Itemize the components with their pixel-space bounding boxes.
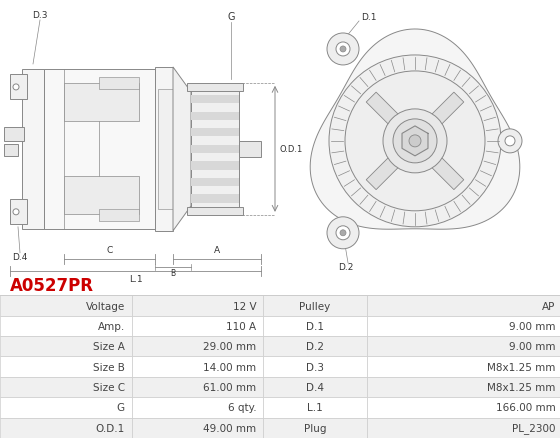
Text: C: C	[106, 245, 113, 254]
Circle shape	[340, 47, 346, 53]
Bar	[191, 162, 239, 170]
Text: L.1: L.1	[129, 274, 142, 283]
Circle shape	[393, 120, 437, 163]
Circle shape	[336, 226, 350, 240]
Text: B: B	[170, 268, 176, 277]
Circle shape	[327, 217, 359, 249]
Text: D.4: D.4	[306, 382, 324, 392]
Polygon shape	[366, 151, 406, 190]
Bar	[22, 70, 44, 229]
Text: 49.00 mm: 49.00 mm	[203, 423, 256, 433]
Polygon shape	[424, 151, 464, 190]
Text: D.3: D.3	[32, 11, 48, 20]
Text: Pulley: Pulley	[300, 301, 330, 311]
Text: 9.00 mm: 9.00 mm	[509, 342, 556, 351]
Text: M8x1.25 mm: M8x1.25 mm	[487, 382, 556, 392]
Bar	[10, 199, 27, 224]
Circle shape	[329, 56, 501, 227]
Text: 110 A: 110 A	[226, 321, 256, 331]
Bar	[191, 178, 239, 187]
Text: D.3: D.3	[306, 362, 324, 372]
Text: D.1: D.1	[361, 13, 376, 22]
Polygon shape	[173, 68, 191, 231]
Bar	[158, 90, 173, 209]
Text: Plug: Plug	[304, 423, 326, 433]
Bar	[4, 145, 18, 156]
Text: Size A: Size A	[93, 342, 125, 351]
Polygon shape	[424, 93, 464, 132]
Circle shape	[383, 110, 447, 173]
Bar	[64, 84, 139, 122]
Bar	[191, 195, 239, 203]
Text: A: A	[214, 245, 220, 254]
Text: Voltage: Voltage	[86, 301, 125, 311]
Bar	[44, 70, 155, 229]
Text: 12 V: 12 V	[233, 301, 256, 311]
Text: A0527PR: A0527PR	[10, 277, 94, 295]
Text: O.D.1: O.D.1	[279, 145, 302, 154]
Bar	[10, 75, 27, 100]
Polygon shape	[402, 127, 428, 156]
Text: Size C: Size C	[93, 382, 125, 392]
Bar	[191, 88, 239, 211]
Text: AP: AP	[542, 301, 556, 311]
Bar	[191, 145, 239, 154]
Bar	[99, 78, 139, 90]
Bar	[4, 127, 24, 141]
Bar	[64, 177, 139, 214]
Text: PL_2300: PL_2300	[512, 422, 556, 433]
Text: D.1: D.1	[306, 321, 324, 331]
Text: M8x1.25 mm: M8x1.25 mm	[487, 362, 556, 372]
Bar	[187, 84, 243, 92]
Circle shape	[13, 85, 19, 91]
Circle shape	[498, 130, 522, 153]
Circle shape	[345, 72, 485, 211]
Text: 166.00 mm: 166.00 mm	[496, 403, 556, 413]
Text: 9.00 mm: 9.00 mm	[509, 321, 556, 331]
Polygon shape	[310, 30, 520, 230]
Text: D.4: D.4	[12, 252, 27, 261]
Text: 29.00 mm: 29.00 mm	[203, 342, 256, 351]
Bar	[155, 68, 173, 231]
Text: G: G	[116, 403, 125, 413]
Text: Size B: Size B	[93, 362, 125, 372]
Polygon shape	[366, 93, 406, 132]
Circle shape	[505, 137, 515, 147]
Bar	[239, 141, 261, 158]
Text: G: G	[227, 12, 235, 22]
Text: D.2: D.2	[306, 342, 324, 351]
Text: 6 qty.: 6 qty.	[228, 403, 256, 413]
Circle shape	[409, 136, 421, 148]
Bar	[191, 129, 239, 137]
Bar	[99, 209, 139, 221]
Bar	[187, 207, 243, 215]
Bar	[191, 113, 239, 121]
Text: 14.00 mm: 14.00 mm	[203, 362, 256, 372]
Text: O.D.1: O.D.1	[96, 423, 125, 433]
Text: L.1: L.1	[307, 403, 323, 413]
Circle shape	[13, 209, 19, 215]
Text: Amp.: Amp.	[97, 321, 125, 331]
Circle shape	[327, 34, 359, 66]
Bar	[191, 96, 239, 104]
Circle shape	[340, 230, 346, 236]
Text: D.2: D.2	[338, 262, 353, 271]
Text: 61.00 mm: 61.00 mm	[203, 382, 256, 392]
Circle shape	[336, 43, 350, 57]
